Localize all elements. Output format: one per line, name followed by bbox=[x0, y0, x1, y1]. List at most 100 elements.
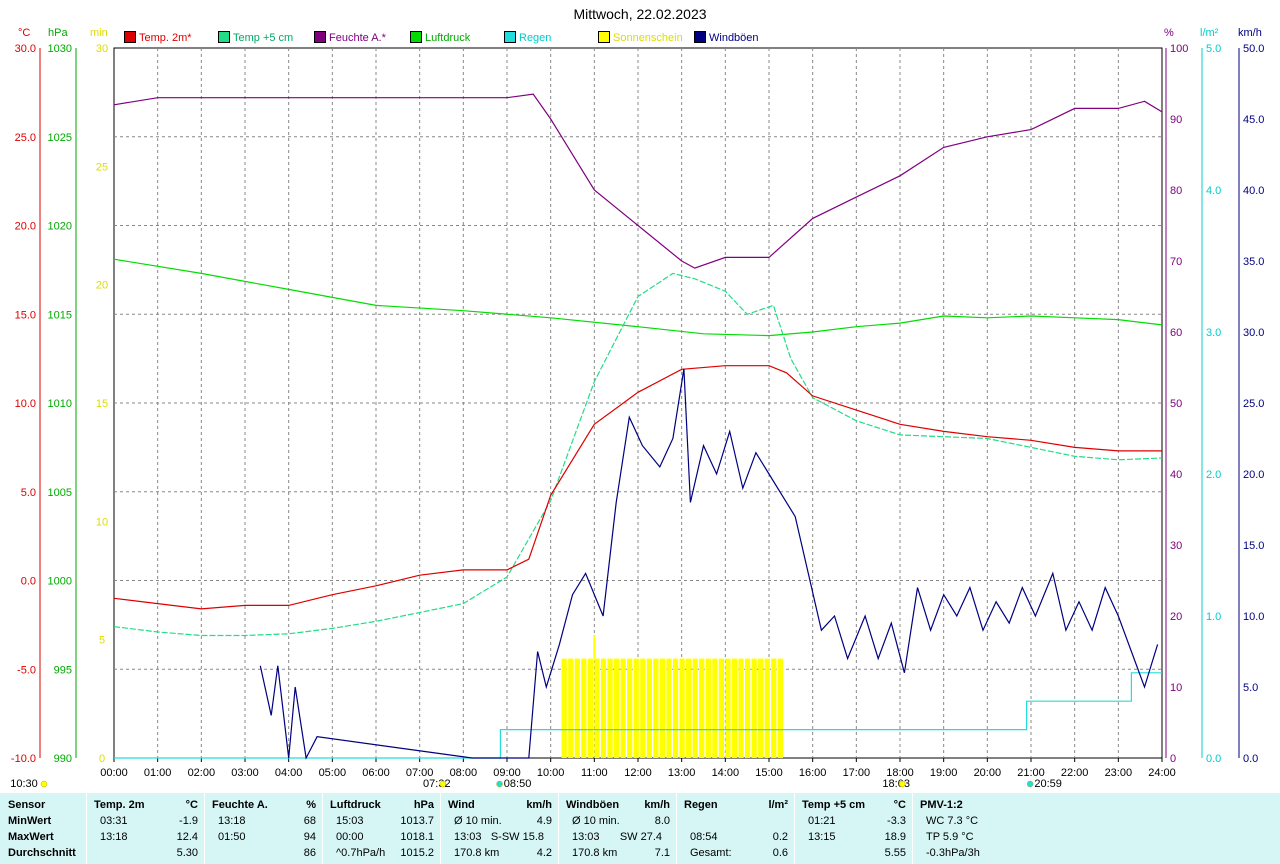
stats-cell: 1015.2 bbox=[400, 847, 434, 859]
x-tick-label: 18:00 bbox=[886, 767, 914, 779]
y-tick-label-humidity: 100 bbox=[1170, 43, 1188, 55]
sunset-icon bbox=[898, 780, 906, 788]
sunshine-bar bbox=[679, 658, 685, 758]
sunshine-bar bbox=[627, 658, 633, 758]
y-tick-label-humidity: 30 bbox=[1170, 540, 1182, 552]
y-tick-label-pressure: 1030 bbox=[48, 43, 72, 55]
y-tick-label-rain: 1.0 bbox=[1206, 611, 1221, 623]
stats-cell: hPa bbox=[413, 799, 434, 811]
sunshine-bar bbox=[731, 658, 738, 758]
stats-cell: S-SW 15.8 bbox=[490, 831, 544, 843]
sunshine-bar bbox=[692, 658, 698, 758]
sunshine-bar bbox=[561, 658, 567, 758]
marker-label-moon: 10:30 bbox=[10, 778, 38, 790]
sunshine-bar bbox=[587, 658, 594, 758]
x-tick-label: 22:00 bbox=[1061, 767, 1089, 779]
x-tick-label: 23:00 bbox=[1105, 767, 1133, 779]
stats-cell: Windböen bbox=[566, 799, 620, 811]
x-tick-label: 20:00 bbox=[974, 767, 1002, 779]
series-temp-5-cm bbox=[113, 272, 1163, 637]
rain-icon bbox=[1026, 780, 1034, 788]
stats-cell: 08:54 bbox=[690, 831, 718, 843]
y-tick-label-wind: 15.0 bbox=[1243, 540, 1264, 552]
x-tick-label: 21:00 bbox=[1017, 767, 1045, 779]
y-tick-label-wind: 20.0 bbox=[1243, 469, 1264, 481]
stats-cell: 15:03 bbox=[336, 815, 364, 827]
stats-cell: 1013.7 bbox=[400, 815, 434, 827]
x-tick-label: 02:00 bbox=[188, 767, 216, 779]
legend-label: Luftdruck bbox=[425, 32, 471, 44]
x-tick-label: 00:00 bbox=[100, 767, 128, 779]
sunshine-bar bbox=[646, 658, 652, 758]
series-regen bbox=[114, 672, 1162, 759]
series-temp-2m- bbox=[113, 365, 1162, 610]
sunrise-icon bbox=[439, 780, 447, 788]
x-tick-label: 01:00 bbox=[144, 767, 172, 779]
legend-swatch bbox=[410, 31, 422, 43]
y-tick-label-sun: 30 bbox=[96, 43, 108, 55]
x-tick-label: 14:00 bbox=[712, 767, 740, 779]
x-tick-label: 12:00 bbox=[624, 767, 652, 779]
sunshine-bar bbox=[574, 658, 580, 758]
y-tick-label-wind: 5.0 bbox=[1243, 682, 1258, 694]
y-tick-label-wind: 10.0 bbox=[1243, 611, 1264, 623]
x-tick-label: 24:00 bbox=[1148, 767, 1176, 779]
stats-cell: % bbox=[306, 799, 316, 811]
stats-panel: Sensor MinWert MaxWert Durchschnitt Temp… bbox=[0, 793, 1280, 864]
stats-cell: -1.9 bbox=[179, 815, 198, 827]
stats-cell: 01:50 bbox=[218, 831, 246, 843]
y-tick-label-wind: 45.0 bbox=[1243, 114, 1264, 126]
chart-title: Mittwoch, 22.02.2023 bbox=[573, 6, 706, 22]
y-tick-label-wind: 30.0 bbox=[1243, 327, 1264, 339]
legend-label: Regen bbox=[519, 32, 552, 44]
stats-cell: PMV-1:2 bbox=[920, 799, 963, 811]
legend-item: Luftdruck bbox=[410, 31, 470, 45]
legend-swatch bbox=[314, 31, 326, 43]
legend-swatch bbox=[218, 31, 230, 43]
x-tick-label: 09:00 bbox=[493, 767, 521, 779]
y-tick-label-sun: 5 bbox=[99, 635, 105, 647]
unit-label: % bbox=[1164, 27, 1174, 39]
stats-cell: WC 7.3 °C bbox=[926, 815, 979, 827]
x-tick-label: 13:00 bbox=[668, 767, 696, 779]
series-luftdruck bbox=[113, 258, 1163, 337]
stats-separator bbox=[676, 793, 677, 864]
moon-icon bbox=[40, 780, 48, 788]
stats-cell: 7.1 bbox=[654, 847, 670, 859]
stats-separator bbox=[322, 793, 323, 864]
y-tick-label-humidity: 20 bbox=[1170, 611, 1182, 623]
y-tick-label-pressure: 995 bbox=[54, 664, 72, 676]
y-tick-label-rain: 0.0 bbox=[1206, 753, 1221, 765]
stats-cell: 13:03 bbox=[454, 831, 482, 843]
stats-cell: 18.9 bbox=[884, 831, 906, 843]
stats-cell: °C bbox=[893, 799, 906, 811]
y-tick-label-rain: 3.0 bbox=[1206, 327, 1221, 339]
stats-cell: Luftdruck bbox=[330, 799, 381, 811]
stats-label-min: MinWert bbox=[8, 815, 52, 827]
stats-cell: Gesamt: bbox=[690, 847, 732, 859]
stats-cell: 170.8 km bbox=[572, 847, 618, 859]
stats-label-avg: Durchschnitt bbox=[8, 847, 76, 859]
y-tick-label-pressure: 1020 bbox=[48, 221, 72, 233]
y-tick-label-temp: 10.0 bbox=[15, 398, 36, 410]
rain-icon bbox=[496, 780, 503, 788]
sunshine-bar bbox=[725, 658, 731, 758]
stats-cell: 86 bbox=[303, 847, 316, 859]
stats-cell: 5.30 bbox=[176, 847, 198, 859]
stats-cell: km/h bbox=[644, 799, 670, 811]
x-tick-label: 11:00 bbox=[581, 767, 608, 779]
stats-cell: km/h bbox=[526, 799, 552, 811]
series-feuchte-a- bbox=[113, 93, 1163, 269]
y-tick-label-humidity: 10 bbox=[1170, 682, 1182, 694]
stats-cell: 8.0 bbox=[654, 815, 670, 827]
legend-swatch bbox=[694, 31, 706, 43]
y-tick-label-humidity: 80 bbox=[1170, 185, 1182, 197]
sunshine-bar bbox=[568, 658, 574, 758]
stats-cell: ^0.7hPa/h bbox=[336, 847, 386, 859]
sunshine-bar bbox=[771, 658, 777, 758]
y-tick-label-pressure: 1015 bbox=[48, 309, 72, 321]
y-tick-label-humidity: 50 bbox=[1170, 398, 1182, 410]
y-tick-label-sun: 0 bbox=[99, 753, 105, 765]
y-tick-label-wind: 0.0 bbox=[1243, 753, 1258, 765]
stats-cell: Ø 10 min. bbox=[572, 815, 620, 827]
